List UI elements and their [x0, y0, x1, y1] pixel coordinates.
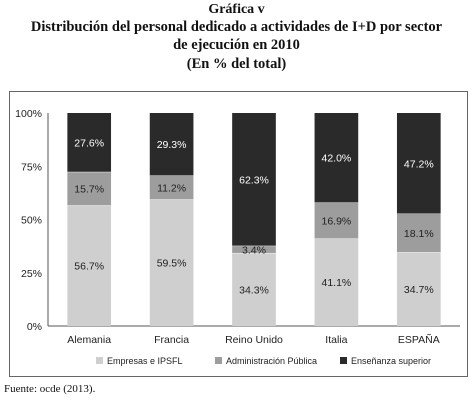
data-label: 29.3%: [157, 139, 187, 151]
bar-segment: [396, 113, 441, 214]
legend-swatch: [96, 357, 103, 364]
bar-segment: [314, 113, 359, 203]
legend-label: Administración Pública: [226, 356, 317, 366]
y-tick-label: 25%: [21, 268, 42, 280]
x-tick-label: Italia: [325, 334, 347, 346]
data-label: 42.0%: [322, 153, 352, 165]
bar-segment: [149, 199, 194, 326]
bar-segment: [67, 113, 112, 172]
y-tick-label: 50%: [21, 215, 42, 227]
y-tick-label: 0%: [27, 321, 42, 333]
y-tick-label: 100%: [15, 108, 42, 120]
data-label: 34.7%: [404, 284, 434, 296]
data-label: 27.6%: [74, 137, 104, 149]
source-note: Fuente: ocde (2013).: [4, 383, 96, 395]
bar-segment: [396, 213, 441, 253]
x-tick-label: ESPAÑA: [398, 333, 440, 346]
chart-title-line-2: de ejecución en 2010: [173, 37, 300, 53]
data-label: 47.2%: [404, 158, 434, 170]
data-label: 15.7%: [74, 184, 104, 196]
bar-segment: [314, 238, 359, 326]
bar-segment: [149, 175, 194, 200]
stacked-bar-chart: 0% 25% 50% 75% 100% 56.7% 15.7% 27.6% Alemania 59…: [15, 108, 460, 366]
data-label: 11.2%: [157, 182, 186, 194]
legend-swatch: [215, 357, 222, 364]
data-label: 56.7%: [74, 261, 104, 273]
chart-kicker: Gráfica v: [208, 2, 265, 17]
data-label: 41.1%: [322, 277, 352, 289]
legend-label: Empresas e IPSFL: [107, 356, 183, 366]
x-tick-label: Reino Unido: [225, 334, 283, 346]
bar-segment: [232, 113, 276, 246]
data-label: 62.3%: [239, 174, 269, 186]
legend-label: Enseñanza superior: [351, 356, 431, 366]
bar-segment: [314, 202, 359, 239]
bar-segment: [149, 113, 194, 176]
data-label: 59.5%: [157, 258, 187, 270]
data-label: 34.3%: [239, 284, 269, 296]
data-label: 18.1%: [404, 228, 434, 240]
bar-segment: [232, 252, 276, 326]
x-tick-label: Alemania: [67, 334, 111, 346]
bar-segment: [396, 252, 441, 326]
data-label: 16.9%: [322, 215, 352, 227]
legend-swatch: [340, 357, 347, 364]
x-tick-label: Francia: [154, 334, 189, 346]
data-label: 3.4%: [242, 244, 266, 256]
bar-segment: [67, 205, 112, 326]
chart-title-line-1: Distribución del personal dedicado a act…: [30, 19, 443, 35]
chart-frame: 0% 25% 50% 75% 100% 56.7% 15.7% 27.6% Alemania 59…: [9, 91, 468, 377]
bar-segment: [232, 245, 276, 253]
bar-segment: [67, 171, 112, 206]
chart-unit: (En % del total): [186, 56, 287, 72]
y-tick-label: 75%: [21, 161, 42, 173]
